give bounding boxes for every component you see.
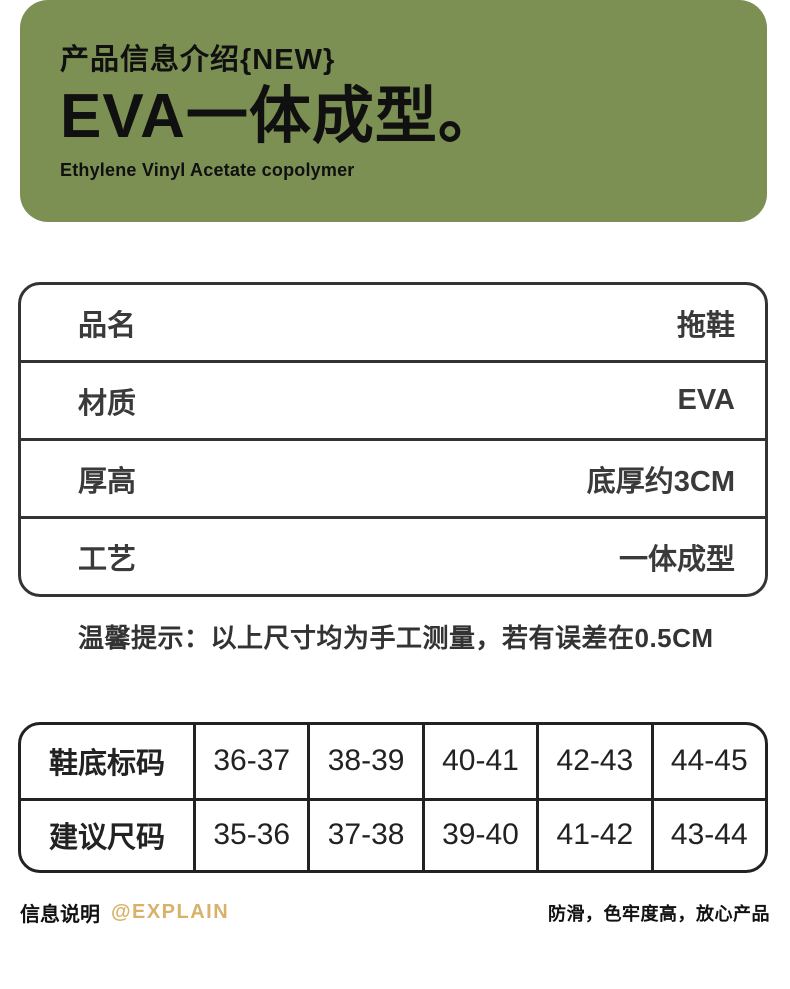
size-chart-table: 鞋底标码 36-37 38-39 40-41 42-43 44-45 建议尺码 … (18, 722, 768, 873)
size-cell: 35-36 (193, 800, 307, 870)
size-chart-row-suggested: 建议尺码 35-36 37-38 39-40 41-42 43-44 (21, 797, 765, 870)
footer-handle: @EXPLAIN (111, 901, 230, 923)
spec-row-name: 品名 拖鞋 (21, 285, 765, 360)
hero-eyebrow: 产品信息介绍{NEW} (60, 44, 336, 76)
size-cell: 43-44 (650, 800, 765, 870)
page-title: EVA一体成型。 (60, 82, 501, 151)
size-row-header: 鞋底标码 (48, 748, 165, 781)
footer-label: 信息说明 (20, 904, 100, 926)
spec-value: EVA (677, 384, 735, 416)
spec-label: 厚高 (78, 465, 137, 498)
size-chart-row-sole: 鞋底标码 36-37 38-39 40-41 42-43 44-45 (21, 725, 765, 798)
spec-table: 品名 拖鞋 材质 EVA 厚高 底厚约3CM 工艺 一体成型 (18, 282, 768, 597)
size-cell: 44-45 (650, 725, 765, 798)
size-cell: 37-38 (307, 800, 421, 870)
size-cell: 40-41 (421, 725, 536, 798)
footer-branding: 信息说明 @EXPLAIN (20, 898, 229, 927)
spec-label: 材质 (78, 387, 137, 420)
spec-row-material: 材质 EVA (21, 360, 765, 438)
spec-value: 一体成型 (618, 543, 735, 576)
spec-value: 拖鞋 (676, 309, 735, 342)
spec-row-thickness: 厚高 底厚约3CM (21, 438, 765, 516)
size-row-header: 建议尺码 (48, 822, 165, 855)
size-cell: 42-43 (536, 725, 650, 798)
footer: 信息说明 @EXPLAIN 防滑，色牢度高，放心产品 (20, 898, 770, 927)
spec-value: 底厚约3CM (586, 465, 735, 498)
hero-subtitle: Ethylene Vinyl Acetate copolymer (60, 160, 355, 181)
size-cell: 36-37 (193, 725, 307, 798)
spec-label: 品名 (78, 309, 137, 342)
spec-row-craft: 工艺 一体成型 (21, 516, 765, 594)
spec-label: 工艺 (78, 543, 137, 576)
footer-note: 防滑，色牢度高，放心产品 (548, 903, 770, 924)
size-cell: 39-40 (421, 800, 536, 870)
size-cell: 41-42 (536, 800, 650, 870)
size-cell: 38-39 (307, 725, 421, 798)
hero-banner: 产品信息介绍{NEW} EVA一体成型。 Ethylene Vinyl Acet… (20, 0, 767, 222)
measurement-tip: 温馨提示：以上尺寸均为手工测量，若有误差在0.5CM (78, 623, 714, 653)
